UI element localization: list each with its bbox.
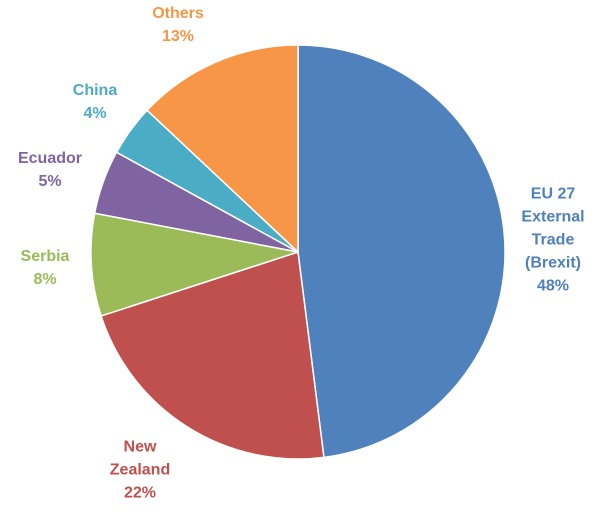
slice-label: China 4%: [55, 79, 135, 125]
pie-slice: [100, 251, 325, 460]
category-name: Others: [152, 5, 204, 22]
value-label: 13%: [161, 28, 195, 45]
value-label: 4%: [83, 105, 107, 122]
slice-label: Ecuador 5%: [5, 147, 95, 193]
value-label: 22%: [123, 484, 157, 502]
category-name: Ecuador: [17, 150, 82, 167]
value-label: 8%: [33, 271, 57, 288]
value-label: 5%: [38, 173, 62, 190]
slice-label: Others 13%: [138, 2, 218, 48]
slice-label: New Zealand 22%: [95, 436, 185, 505]
category-name: Serbia: [20, 248, 70, 265]
slice-label: EU 27 External Trade (Brexit) 48%: [503, 183, 600, 298]
pie-slice: [297, 44, 506, 459]
pie-slice: [146, 44, 299, 254]
slice-label: Serbia 8%: [5, 245, 85, 291]
category-name: New Zealand: [109, 438, 171, 479]
category-name: China: [72, 82, 118, 99]
category-name: EU 27 External Trade (Brexit): [521, 185, 585, 272]
pie-slice: [90, 212, 299, 317]
value-label: 48%: [536, 277, 570, 295]
